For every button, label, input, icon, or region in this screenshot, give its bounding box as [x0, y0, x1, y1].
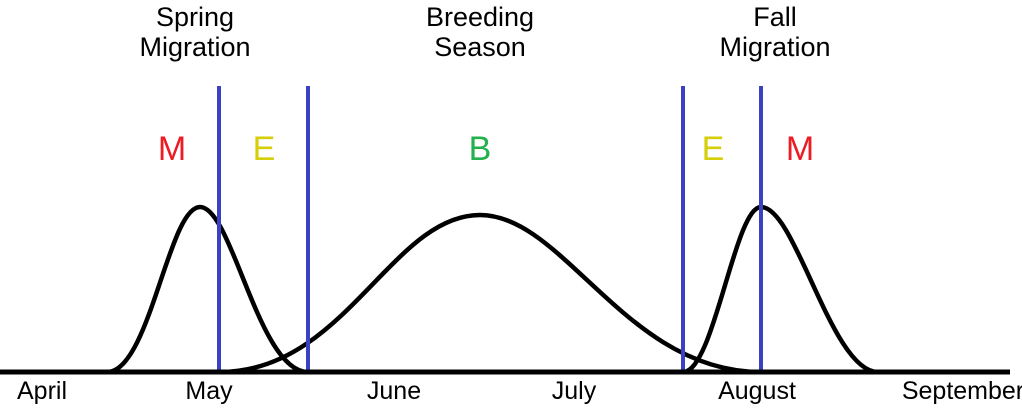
phase-letter-m-0: M [157, 130, 187, 168]
phase-letter-m-4: M [785, 130, 815, 168]
phase-divider-lines [217, 86, 763, 372]
phase-letter-e-1: E [252, 130, 276, 168]
month-label-july: July [551, 377, 597, 405]
month-label-august: August [718, 377, 796, 405]
season-title-1: Breeding Season [425, 2, 535, 62]
month-label-june: June [366, 377, 422, 405]
season-title-2: Fall Migration [719, 2, 831, 62]
abundance-curve-2 [680, 204, 881, 375]
month-label-september: September [901, 377, 1022, 405]
abundance-curve-1 [217, 212, 764, 375]
month-label-may: May [185, 377, 233, 405]
season-title-0: Spring Migration [139, 2, 251, 62]
month-label-april: April [16, 377, 67, 405]
abundance-curve-0 [104, 204, 311, 375]
phase-letter-e-3: E [701, 130, 725, 168]
phase-letter-b-2: B [468, 130, 492, 168]
